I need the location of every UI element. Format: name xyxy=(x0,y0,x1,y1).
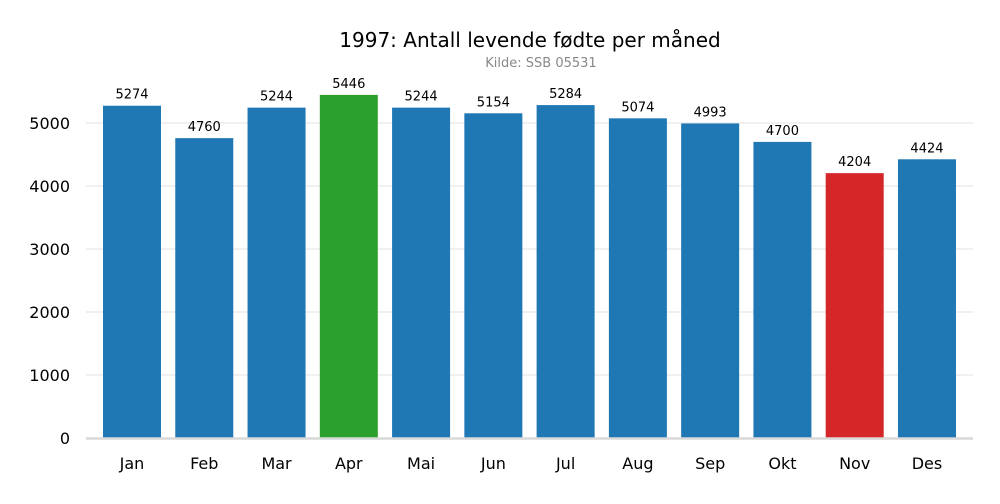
x-tick-label: Jan xyxy=(119,454,145,473)
chart-subtitle: Kilde: SSB 05531 xyxy=(485,56,596,71)
data-label: 5074 xyxy=(621,100,654,115)
bar-aug xyxy=(608,118,667,438)
x-tick-label: Jun xyxy=(480,454,506,473)
bar-feb xyxy=(175,138,234,438)
x-tick-label: Jul xyxy=(555,454,575,473)
data-label: 5284 xyxy=(549,87,582,102)
y-tick-label: 4000 xyxy=(29,177,70,196)
y-tick-label: 0 xyxy=(60,429,70,448)
y-tick-label: 1000 xyxy=(29,366,70,385)
bar-des xyxy=(897,159,956,438)
bar-jul xyxy=(536,105,595,438)
data-label: 5244 xyxy=(405,90,438,105)
bar-okt xyxy=(753,141,812,438)
x-tick-label: Aug xyxy=(622,454,653,473)
data-label: 5446 xyxy=(332,77,365,92)
bar-jan xyxy=(103,105,161,438)
data-label: 4204 xyxy=(838,155,871,170)
bar-apr xyxy=(319,94,378,438)
data-label: 5274 xyxy=(115,88,148,103)
chart-title: 1997: Antall levende fødte per måned xyxy=(339,28,720,52)
y-tick-label: 2000 xyxy=(29,303,70,322)
x-tick-label: Feb xyxy=(190,454,218,473)
data-label: 4993 xyxy=(694,105,727,120)
data-label: 5244 xyxy=(260,90,293,105)
bar-mar xyxy=(247,107,306,439)
data-label: 5154 xyxy=(477,95,510,110)
x-tick-label: Okt xyxy=(768,454,796,473)
x-tick-label: Apr xyxy=(335,454,363,473)
bar-mai xyxy=(392,107,451,439)
y-tick-label: 5000 xyxy=(29,114,70,133)
bar-nov xyxy=(825,173,884,438)
x-tick-label: Mai xyxy=(407,454,435,473)
x-tick-label: Sep xyxy=(695,454,725,473)
bar-sep xyxy=(681,123,740,438)
data-label: 4700 xyxy=(766,124,799,139)
x-tick-label: Nov xyxy=(839,454,870,473)
x-tick-label: Des xyxy=(912,454,943,473)
y-tick-label: 3000 xyxy=(29,240,70,259)
x-tick-label: Mar xyxy=(261,454,292,473)
bar-jun xyxy=(464,113,523,438)
data-label: 4424 xyxy=(910,141,943,156)
data-label: 4760 xyxy=(188,120,221,135)
